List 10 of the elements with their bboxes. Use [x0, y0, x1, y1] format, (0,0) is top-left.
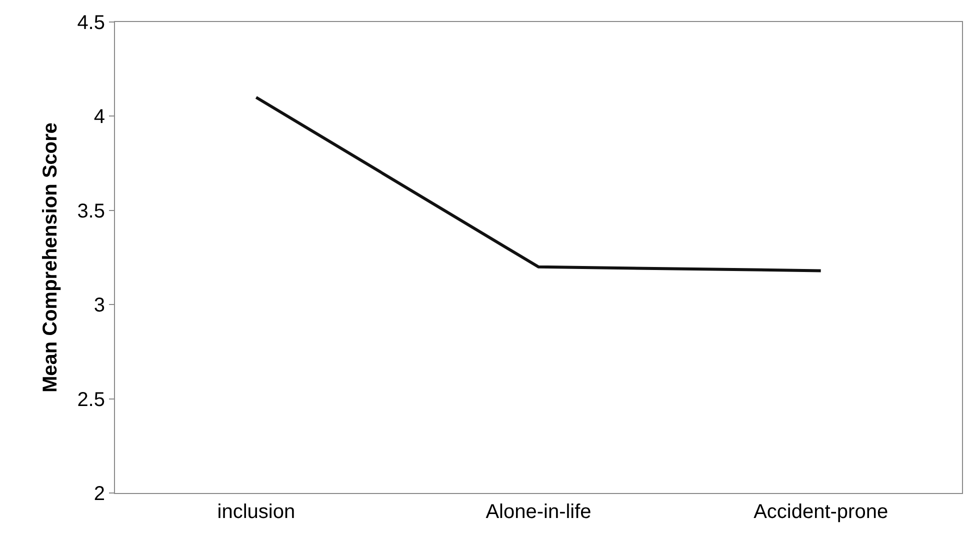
y-tick-label: 2: [94, 483, 105, 505]
y-tick-label: 4: [94, 106, 105, 128]
y-axis-title: Mean Comprehension Score: [40, 122, 62, 393]
x-tick-label: Alone-in-life: [486, 501, 592, 523]
y-tick-label: 2.5: [77, 388, 105, 411]
y-tick-label: 4.5: [77, 12, 105, 34]
y-tick-label: 3: [94, 294, 105, 317]
x-tick-label: inclusion: [217, 501, 296, 523]
x-tick-label: Accident-prone: [754, 501, 888, 523]
y-tick-label: 3.5: [77, 200, 105, 222]
